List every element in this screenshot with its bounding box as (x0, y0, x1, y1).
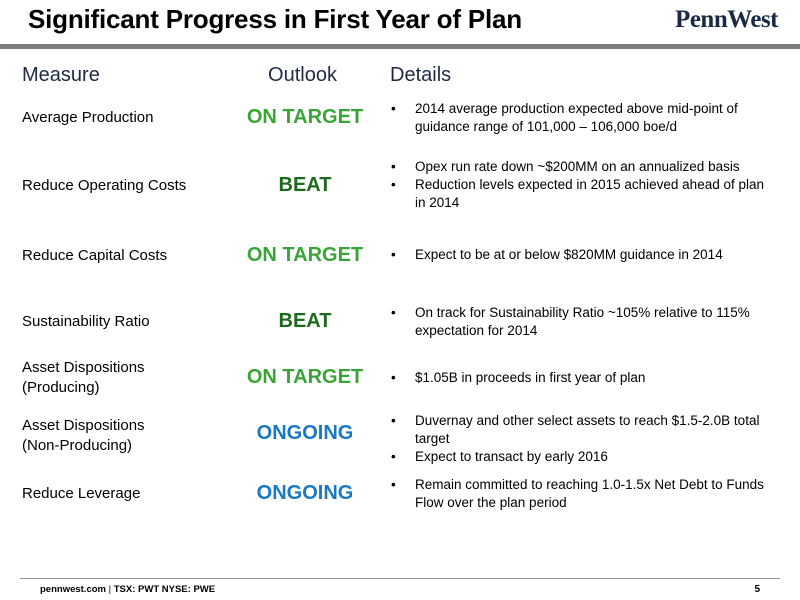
outlook-status: ON TARGET (246, 106, 364, 128)
detail-bullet: $1.05B in proceeds in first year of plan (390, 369, 770, 387)
detail-bullet: Opex run rate down ~$200MM on an annuali… (390, 158, 770, 176)
outlook-status: BEAT (278, 310, 332, 332)
measure-label: Sustainability Ratio (22, 312, 232, 332)
detail-bullet: Reduction levels expected in 2015 achiev… (390, 176, 770, 212)
measure-line: Reduce Capital Costs (22, 247, 168, 264)
measure-line: Asset Dispositions (22, 359, 145, 376)
detail-bullet: Expect to transact by early 2016 (390, 448, 770, 466)
details-list: On track for Sustainability Ratio ~105% … (390, 304, 770, 340)
measure-label: Reduce Leverage (22, 484, 232, 504)
footer-separator: | (106, 584, 114, 595)
measure-label: Asset Dispositions (Producing) (22, 358, 232, 398)
measure-label: Reduce Capital Costs (22, 246, 232, 266)
outlook-status: ON TARGET (246, 244, 364, 266)
measure-line: Reduce Leverage (22, 485, 141, 502)
title-divider (0, 44, 800, 49)
outlook-status: BEAT (278, 174, 332, 196)
measure-line: (Producing) (22, 379, 100, 396)
detail-bullet: Duvernay and other select assets to reac… (390, 412, 770, 448)
outlook-status: ONGOING (256, 482, 354, 504)
footer-site: pennwest.com (40, 584, 106, 595)
detail-bullet: On track for Sustainability Ratio ~105% … (390, 304, 770, 340)
detail-bullet: Remain committed to reaching 1.0-1.5x Ne… (390, 476, 770, 512)
details-list: Remain committed to reaching 1.0-1.5x Ne… (390, 476, 770, 512)
outlook-status: ON TARGET (246, 366, 364, 388)
measure-label: Asset Dispositions (Non-Producing) (22, 416, 232, 456)
detail-bullet: 2014 average production expected above m… (390, 100, 770, 136)
details-list: Duvernay and other select assets to reac… (390, 412, 770, 466)
footer-divider (20, 578, 780, 579)
footer: pennwest.com | TSX: PWT NYSE: PWE (40, 584, 215, 595)
details-list: 2014 average production expected above m… (390, 100, 770, 136)
pennwest-logo: PennWest (675, 6, 778, 33)
measure-line: Sustainability Ratio (22, 313, 150, 330)
header-outlook: Outlook (268, 64, 337, 86)
outlook-status: ONGOING (256, 422, 354, 444)
measure-line: (Non-Producing) (22, 437, 133, 454)
header-details: Details (390, 64, 452, 86)
measure-line: Average Production (22, 109, 154, 126)
footer-tickers: TSX: PWT NYSE: PWE (113, 584, 216, 595)
details-list: Opex run rate down ~$200MM on an annuali… (390, 158, 770, 212)
slide-title: Significant Progress in First Year of Pl… (28, 4, 522, 34)
details-list: $1.05B in proceeds in first year of plan (390, 369, 770, 387)
measure-line: Reduce Operating Costs (22, 177, 187, 194)
measure-line: Asset Dispositions (22, 417, 145, 434)
header-measure: Measure (22, 64, 100, 86)
details-list: Expect to be at or below $820MM guidance… (390, 246, 770, 264)
detail-bullet: Expect to be at or below $820MM guidance… (390, 246, 770, 264)
measure-label: Average Production (22, 108, 232, 128)
measure-label: Reduce Operating Costs (22, 176, 232, 196)
page-number: 5 (754, 584, 760, 595)
